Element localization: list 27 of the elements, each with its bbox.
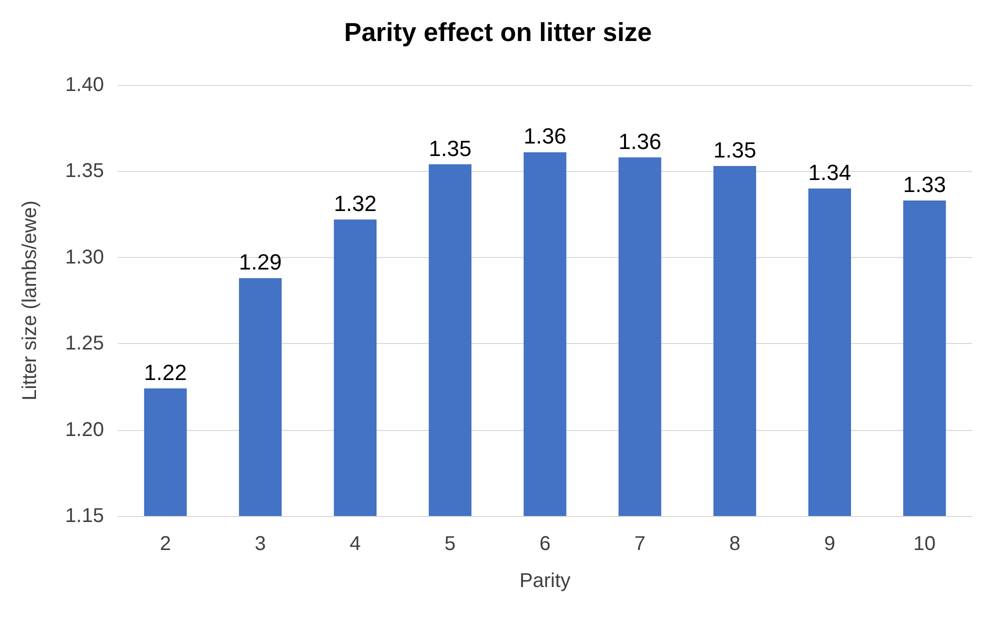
data-label: 1.34 bbox=[808, 160, 852, 185]
data-label: 1.29 bbox=[238, 250, 282, 275]
x-tick-label: 7 bbox=[634, 533, 646, 555]
x-tick-label: 5 bbox=[444, 533, 456, 555]
data-label: 1.36 bbox=[524, 124, 566, 149]
data-label: 1.36 bbox=[618, 128, 662, 154]
text: 1.20 bbox=[65, 418, 104, 441]
text: 1.40 bbox=[65, 74, 104, 96]
x-tick-label: 6 bbox=[539, 533, 551, 555]
text: 1.15 bbox=[65, 505, 104, 527]
data-label: 1.22 bbox=[144, 360, 187, 385]
y-axis-title: Litter size (lambs/ewe) bbox=[19, 200, 41, 401]
chart-title: Parity effect on litter size bbox=[344, 17, 652, 47]
text: 1.25 bbox=[65, 332, 104, 355]
data-label: 1.35 bbox=[713, 138, 756, 163]
x-tick-label: 9 bbox=[824, 533, 836, 555]
text: 1.35 bbox=[65, 160, 104, 182]
x-tick-label: 2 bbox=[160, 533, 172, 555]
data-label: 1.32 bbox=[334, 190, 377, 216]
x-tick-label: 4 bbox=[350, 533, 361, 555]
data-label: 1.35 bbox=[428, 136, 472, 161]
x-axis-title: Parity bbox=[519, 570, 571, 592]
x-tick-label: 10 bbox=[913, 533, 936, 555]
text: 1.30 bbox=[65, 246, 104, 268]
x-tick-label: 3 bbox=[254, 533, 266, 555]
data-label: 1.33 bbox=[903, 172, 946, 198]
x-tick-label: 8 bbox=[729, 533, 740, 555]
